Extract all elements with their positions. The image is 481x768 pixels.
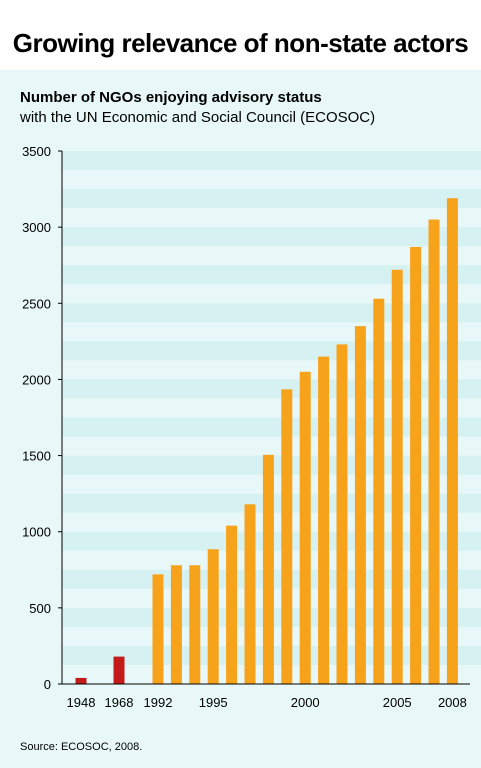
bar-1994: [189, 565, 201, 684]
bar-1993: [170, 565, 182, 684]
bar-2000: [299, 371, 311, 684]
title-band: Growing relevance of non-state actors: [0, 0, 481, 70]
chart-subtitle-bold: Number of NGOs enjoying advisory status: [20, 89, 322, 106]
bar-1999: [281, 389, 293, 684]
y-tick-label: 3500: [22, 144, 51, 159]
y-tick-label: 2500: [22, 296, 51, 311]
bar-1968: [113, 656, 125, 684]
bar-1992: [152, 574, 164, 684]
background-stripe: [62, 265, 481, 285]
page-title: Growing relevance of non-state actors: [12, 28, 469, 58]
source-note: Source: ECOSOC, 2008.: [20, 741, 143, 753]
x-tick-label: 2000: [291, 695, 320, 710]
bar-2001: [318, 356, 330, 684]
x-tick-label: 1992: [144, 695, 173, 710]
background-stripe: [62, 189, 481, 209]
bar-2004: [373, 298, 385, 684]
bar-1996: [226, 525, 238, 684]
y-tick-label: 3000: [22, 220, 51, 235]
bar-1998: [262, 454, 274, 684]
bar-2007: [428, 219, 440, 684]
y-tick-label: 500: [29, 601, 51, 616]
bar-1997: [244, 504, 256, 684]
bar-2003: [354, 326, 366, 684]
background-stripe: [62, 227, 481, 247]
bar-2005: [391, 269, 403, 684]
y-axis: 0 500 1000 1500 2000 2500 3000 3500: [22, 144, 63, 692]
y-tick-label: 0: [44, 677, 51, 692]
bar-2002: [336, 344, 348, 684]
bar-2006: [410, 246, 422, 684]
chart-subtitle: with the UN Economic and Social Council …: [20, 109, 376, 126]
x-tick-label: 1948: [67, 695, 96, 710]
x-tick-label: 1995: [199, 695, 228, 710]
x-tick-label: 2005: [383, 695, 412, 710]
x-axis: 1948 1968 1992 1995 2000 2005 2008: [62, 683, 470, 710]
bar-2008: [446, 198, 458, 684]
x-tick-label: 1968: [105, 695, 134, 710]
y-tick-label: 2000: [22, 372, 51, 387]
background-stripe: [62, 151, 481, 171]
bars: [75, 198, 458, 684]
bar-1948: [75, 677, 87, 684]
bar-1995: [207, 549, 219, 684]
y-tick-label: 1000: [22, 525, 51, 540]
bar-chart: 0 500 1000 1500 2000 2500 3000 3500 1948 1968 199…: [22, 144, 481, 710]
x-tick-label: 2008: [438, 695, 467, 710]
y-tick-label: 1500: [22, 449, 51, 464]
